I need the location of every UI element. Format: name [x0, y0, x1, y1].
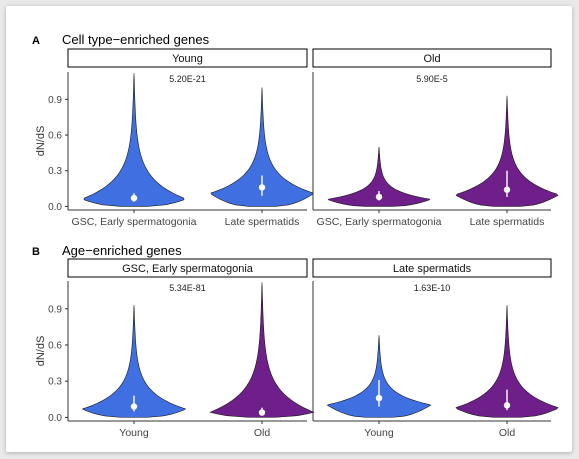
- y-tick-label: 0.3: [48, 377, 62, 388]
- violin-young: [210, 87, 314, 207]
- p-value-label: 1.63E-10: [414, 283, 451, 293]
- x-tick-label: Young: [119, 427, 149, 439]
- p-value-label: 5.34E-81: [169, 283, 206, 293]
- median-point: [375, 394, 383, 402]
- y-tick-label: 0.0: [48, 413, 62, 424]
- facet-strip: [312, 48, 552, 68]
- x-tick-label: Late spermatids: [470, 216, 545, 228]
- y-tick-label: 0.9: [48, 95, 62, 106]
- facet-strip: [67, 258, 308, 278]
- violin-old: [327, 146, 431, 207]
- x-tick-label: GSC, Early spermatogonia: [317, 216, 442, 228]
- panel-title: Age−enriched genes: [62, 243, 182, 258]
- violin-old: [455, 305, 559, 418]
- median-point: [130, 403, 138, 410]
- median-point: [503, 186, 511, 193]
- x-tick-label: Young: [364, 427, 394, 439]
- panel-letter: B: [32, 246, 40, 258]
- violin-old: [209, 282, 315, 418]
- p-value-label: 5.90E-5: [416, 74, 448, 84]
- y-tick-label: 0.6: [48, 340, 62, 351]
- y-tick-label: 0.3: [48, 166, 62, 177]
- y-tick-label: 0.6: [48, 131, 62, 142]
- x-tick-label: Old: [254, 427, 271, 439]
- violin-young: [83, 73, 185, 207]
- median-point: [258, 409, 266, 416]
- panel-letter: A: [32, 35, 40, 47]
- median-point: [375, 193, 383, 201]
- violin-young: [81, 305, 187, 418]
- x-tick-label: Late spermatids: [225, 216, 300, 228]
- median-point: [258, 184, 266, 191]
- y-axis-label: dN/dS: [35, 336, 47, 367]
- panel-title: Cell type−enriched genes: [62, 32, 210, 47]
- p-value-label: 5.20E-21: [169, 74, 206, 84]
- facet-strip: [312, 258, 552, 278]
- y-axis-label: dN/dS: [35, 126, 47, 157]
- median-point: [130, 194, 138, 202]
- violin-figure: A Cell type−enriched genes dN/dS 0.0 0.3 0.6 0…: [32, 32, 559, 439]
- y-tick-label: 0.0: [48, 202, 62, 213]
- facet-strip: [67, 48, 308, 68]
- figure-card: A Cell type−enriched genes dN/dS 0.0 0.3 0.6 0…: [6, 6, 572, 452]
- median-point: [503, 402, 511, 409]
- violin-young: [326, 335, 432, 418]
- facet-strip-label: GSC, Early spermatogonia: [122, 263, 254, 275]
- facet-strip-label: Old: [423, 53, 440, 65]
- facet-strip-label: Late spermatids: [393, 263, 472, 275]
- y-tick-label: 0.9: [48, 304, 62, 315]
- x-tick-label: Old: [499, 427, 516, 439]
- facet-strip-label: Young: [172, 53, 203, 65]
- violin-old: [455, 95, 559, 207]
- x-tick-label: GSC, Early spermatogonia: [72, 216, 197, 228]
